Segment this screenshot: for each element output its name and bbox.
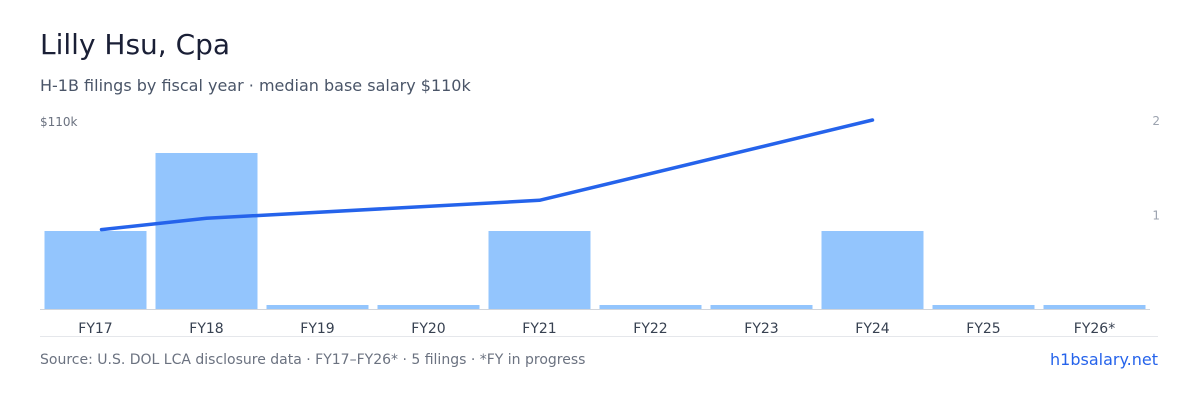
chart-subtitle: H-1B filings by fiscal year · median bas… [40,76,471,95]
right-axis-tick: 2 [1152,114,1160,128]
footer-source: Source: U.S. DOL LCA disclosure data · F… [40,352,586,368]
bar-fy18[interactable] [155,153,258,309]
bar-fy21[interactable] [488,231,591,309]
left-axis-label: $110k [40,115,78,129]
x-tick-label: FY23 [744,321,778,337]
bar-fy22[interactable] [599,305,702,309]
x-tick-label: FY17 [78,321,112,337]
x-tick-label: FY18 [189,321,223,337]
right-axis-tick: 1 [1152,209,1160,223]
bar-fy19[interactable] [266,305,369,309]
x-tick-label: FY19 [300,321,334,337]
x-tick-label: FY25 [966,321,1000,337]
chart-title: Lilly Hsu, Cpa [40,28,231,61]
x-tick-label: FY24 [855,321,890,337]
bar-fy23[interactable] [710,305,813,309]
brand-link[interactable]: h1bsalary.net [1050,350,1158,369]
bar-fy17[interactable] [44,231,147,309]
bar-fy26-inprogress[interactable] [1043,305,1146,309]
x-tick-label: FY20 [411,321,445,337]
bar-fy20[interactable] [377,305,480,309]
x-tick-label: FY22 [633,321,667,337]
bar-fy25[interactable] [932,305,1035,309]
bar-fy24[interactable] [821,231,924,309]
median-salary-line [99,118,875,232]
x-tick-label: FY21 [522,321,556,337]
x-tick-label: FY26* [1074,321,1115,337]
